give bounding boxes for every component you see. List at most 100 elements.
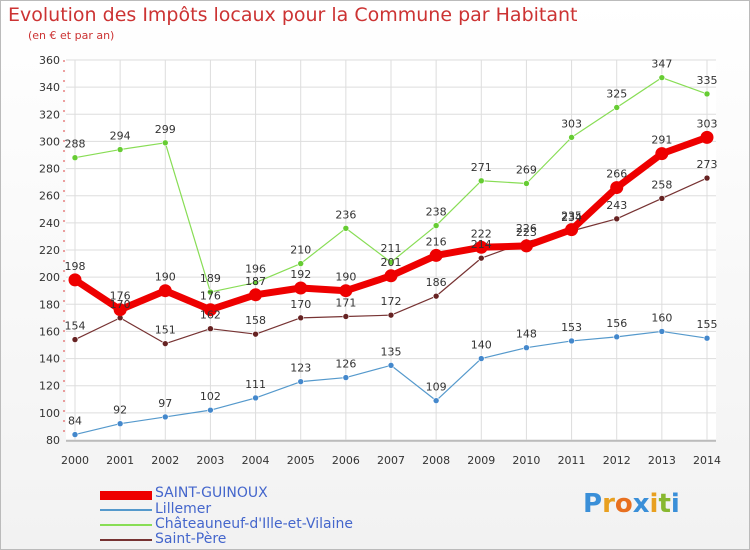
data-label-lillemer: 92 (113, 404, 127, 417)
data-point-lillemer (342, 374, 350, 381)
data-label-ch-teauneuf-d-ille-et-vilaine: 269 (516, 164, 537, 177)
y-tick-label: 180 (39, 298, 60, 311)
y-tick-label: 300 (39, 135, 60, 148)
data-point-saint-guinoux (203, 303, 217, 317)
data-label-saint-guinoux: 190 (155, 271, 176, 284)
proxiti-logo: Proxiti (583, 489, 680, 519)
data-point-ch-teauneuf-d-ille-et-vilaine (613, 104, 621, 111)
data-point-ch-teauneuf-d-ille-et-vilaine (477, 177, 485, 185)
data-label-ch-teauneuf-d-ille-et-vilaine: 210 (290, 244, 311, 257)
data-label-saint-p-re: 186 (426, 276, 447, 289)
y-tick-label: 240 (39, 217, 60, 230)
y-tick-label: 280 (39, 163, 60, 176)
data-point-saint-guinoux (429, 248, 443, 262)
data-label-lillemer: 84 (68, 415, 82, 428)
data-point-saint-p-re (207, 325, 214, 333)
data-label-ch-teauneuf-d-ille-et-vilaine: 236 (335, 208, 356, 221)
data-point-saint-guinoux (474, 240, 488, 254)
data-point-saint-guinoux (339, 284, 353, 298)
data-point-ch-teauneuf-d-ille-et-vilaine (703, 90, 711, 98)
x-tick-label: 2013 (648, 454, 676, 467)
data-label-ch-teauneuf-d-ille-et-vilaine: 196 (245, 263, 266, 276)
data-point-saint-p-re (297, 314, 305, 322)
data-label-lillemer: 111 (245, 378, 266, 391)
data-label-saint-p-re: 171 (335, 297, 356, 310)
data-label-saint-guinoux: 235 (561, 210, 582, 223)
x-tick-label: 2001 (106, 454, 134, 467)
logo-letter: x (632, 489, 650, 519)
data-label-saint-p-re: 234 (561, 211, 582, 224)
x-tick-label: 2012 (603, 454, 631, 467)
x-tick-label: 2011 (558, 454, 586, 467)
data-point-saint-guinoux (519, 239, 533, 253)
data-label-lillemer: 126 (335, 358, 356, 371)
data-point-ch-teauneuf-d-ille-et-vilaine (432, 222, 440, 229)
data-point-saint-p-re (71, 336, 79, 343)
data-point-ch-teauneuf-d-ille-et-vilaine (342, 224, 350, 232)
data-label-saint-p-re: 162 (200, 309, 221, 322)
data-label-saint-guinoux: 187 (245, 275, 266, 288)
data-point-ch-teauneuf-d-ille-et-vilaine (161, 139, 169, 147)
legend-label: Lillemer (155, 501, 212, 517)
data-label-saint-p-re: 214 (471, 238, 492, 251)
data-point-saint-guinoux (68, 273, 82, 287)
data-point-lillemer (387, 362, 395, 369)
x-tick-label: 2002 (151, 454, 179, 467)
data-point-lillemer (432, 397, 440, 404)
x-tick-label: 2010 (512, 454, 540, 467)
data-point-saint-p-re (161, 340, 169, 347)
data-label-saint-guinoux: 190 (335, 271, 356, 284)
legend-label: Châteauneuf-d'Ille-et-Vilaine (155, 516, 354, 532)
data-label-saint-guinoux: 223 (516, 226, 537, 239)
data-label-lillemer: 140 (471, 339, 492, 352)
data-point-lillemer (207, 406, 214, 414)
y-tick-label: 100 (39, 407, 60, 420)
logo-letter: r (602, 489, 615, 519)
data-label-ch-teauneuf-d-ille-et-vilaine: 347 (651, 58, 672, 71)
legend-swatch-lillemer (100, 509, 152, 511)
data-label-lillemer: 123 (290, 362, 311, 375)
data-point-saint-guinoux (294, 281, 308, 295)
y-tick-label: 360 (39, 54, 60, 67)
data-label-saint-guinoux: 216 (426, 235, 447, 248)
data-label-lillemer: 135 (381, 345, 402, 358)
data-point-lillemer (613, 333, 621, 341)
data-label-lillemer: 160 (651, 311, 672, 324)
data-label-lillemer: 156 (606, 317, 627, 330)
x-tick-label: 2007 (377, 454, 405, 467)
data-label-saint-guinoux: 198 (65, 260, 86, 273)
data-point-ch-teauneuf-d-ille-et-vilaine (387, 258, 395, 266)
y-tick-label: 320 (39, 108, 60, 121)
data-label-saint-p-re: 258 (651, 178, 672, 191)
x-tick-label: 2014 (693, 454, 721, 467)
data-label-ch-teauneuf-d-ille-et-vilaine: 303 (561, 117, 582, 130)
data-point-lillemer (71, 431, 79, 438)
data-point-ch-teauneuf-d-ille-et-vilaine (568, 134, 575, 141)
data-label-saint-p-re: 154 (65, 320, 86, 333)
data-point-lillemer (568, 337, 575, 345)
x-tick-label: 2005 (287, 454, 315, 467)
data-point-lillemer (658, 328, 666, 335)
data-point-saint-guinoux (610, 181, 624, 195)
logo-letter: P (583, 489, 603, 519)
legend-label: SAINT-GUINOUX (155, 485, 268, 501)
data-point-lillemer (703, 334, 711, 342)
data-point-lillemer (252, 394, 259, 402)
y-tick-label: 340 (39, 81, 60, 94)
data-label-saint-guinoux: 201 (381, 256, 402, 269)
data-label-lillemer: 109 (426, 381, 447, 394)
logo-letter: i (670, 489, 680, 519)
legend-swatch-saint-guinoux (100, 491, 152, 500)
data-label-lillemer: 97 (158, 397, 172, 410)
legend-swatch-saint-pere (100, 539, 152, 541)
data-point-ch-teauneuf-d-ille-et-vilaine (297, 260, 305, 267)
data-label-saint-guinoux: 266 (606, 168, 627, 181)
logo-letter: o (614, 489, 633, 519)
data-label-saint-p-re: 158 (245, 314, 266, 327)
data-point-saint-p-re (432, 292, 440, 300)
data-point-lillemer (297, 378, 305, 385)
y-tick-label: 200 (39, 271, 60, 284)
x-tick-label: 2008 (422, 454, 450, 467)
data-label-saint-guinoux: 222 (471, 227, 492, 240)
